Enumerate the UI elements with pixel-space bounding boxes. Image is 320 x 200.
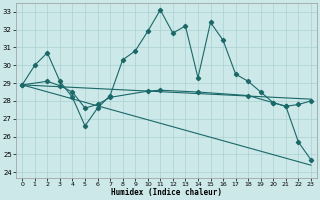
X-axis label: Humidex (Indice chaleur): Humidex (Indice chaleur) xyxy=(111,188,222,197)
